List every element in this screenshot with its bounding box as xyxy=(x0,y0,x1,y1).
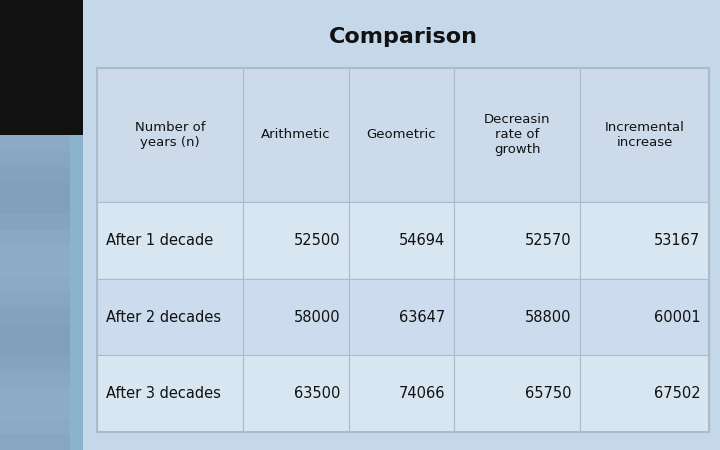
Text: 52500: 52500 xyxy=(294,233,340,248)
Text: 74066: 74066 xyxy=(399,386,446,401)
Bar xyxy=(580,279,709,356)
Bar xyxy=(0,356,71,371)
Bar xyxy=(0,245,71,261)
Bar xyxy=(243,356,348,432)
Bar xyxy=(348,202,454,279)
Bar xyxy=(454,356,580,432)
Bar xyxy=(0,135,83,450)
Bar xyxy=(348,68,454,203)
Bar xyxy=(0,403,71,418)
Text: Comparison: Comparison xyxy=(329,27,477,47)
Bar xyxy=(454,202,580,279)
Text: 65750: 65750 xyxy=(525,386,572,401)
Bar xyxy=(580,202,709,279)
Bar xyxy=(97,202,243,279)
Text: Arithmetic: Arithmetic xyxy=(261,128,331,141)
Bar xyxy=(454,68,580,203)
Text: Number of
years (n): Number of years (n) xyxy=(135,121,205,149)
Bar xyxy=(0,166,71,182)
Text: After 3 decades: After 3 decades xyxy=(106,386,221,401)
Bar xyxy=(97,68,709,432)
Text: 58000: 58000 xyxy=(294,310,340,325)
Bar xyxy=(454,279,580,356)
Bar xyxy=(97,279,243,356)
Bar xyxy=(243,68,348,203)
Bar xyxy=(0,261,71,277)
Bar xyxy=(580,68,709,203)
Bar xyxy=(0,371,71,387)
Text: 53167: 53167 xyxy=(654,233,701,248)
Text: 58800: 58800 xyxy=(525,310,572,325)
Text: 63647: 63647 xyxy=(400,310,446,325)
Bar xyxy=(243,279,348,356)
Text: 67502: 67502 xyxy=(654,386,701,401)
Bar xyxy=(97,68,709,432)
Bar xyxy=(0,214,71,230)
Bar xyxy=(0,230,71,245)
Bar xyxy=(0,434,71,450)
Bar xyxy=(0,151,71,166)
Text: Geometric: Geometric xyxy=(366,128,436,141)
Bar xyxy=(243,202,348,279)
Text: Decreasin
rate of
growth: Decreasin rate of growth xyxy=(484,113,550,157)
Text: 63500: 63500 xyxy=(294,386,340,401)
Bar xyxy=(0,308,71,324)
Bar xyxy=(348,356,454,432)
Text: 54694: 54694 xyxy=(400,233,446,248)
Bar xyxy=(0,418,71,434)
Text: After 2 decades: After 2 decades xyxy=(106,310,221,325)
Bar xyxy=(0,387,71,403)
Text: 52570: 52570 xyxy=(525,233,572,248)
Bar xyxy=(0,135,71,151)
Bar xyxy=(97,68,243,203)
Bar xyxy=(0,324,71,340)
Text: Incremental
increase: Incremental increase xyxy=(605,121,685,149)
Text: After 1 decade: After 1 decade xyxy=(106,233,213,248)
Bar xyxy=(97,356,243,432)
Bar xyxy=(580,356,709,432)
Bar xyxy=(0,198,71,214)
Bar xyxy=(348,279,454,356)
Bar xyxy=(0,0,83,135)
Bar xyxy=(0,292,71,308)
Bar xyxy=(0,182,71,198)
Bar xyxy=(0,277,71,292)
Text: 60001: 60001 xyxy=(654,310,701,325)
Bar xyxy=(0,340,71,356)
